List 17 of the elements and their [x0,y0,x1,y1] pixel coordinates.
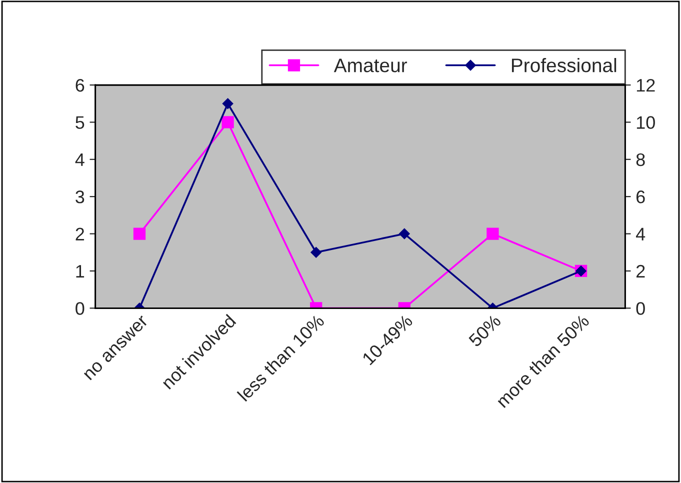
y-tick-label: 2 [76,228,84,240]
y-tick-label: 4 [75,154,84,166]
y-tick-label: 3 [76,190,84,204]
y2-tick-label: 2 [636,264,645,278]
legend-label: Professional [512,58,616,72]
y2-tick-label: 10 [636,116,655,129]
y-tick-label: 6 [76,78,84,92]
y2-tick-label: 6 [636,190,645,204]
y2-tick-label: 4 [636,228,646,240]
y-tick-label: 5 [76,116,84,129]
y2-tick-label: 12 [636,78,655,92]
y2-tick-label: 8 [636,153,645,166]
legend-label: Amateur [334,58,408,72]
y-tick-label: 0 [76,302,84,315]
y2-tick-label: 0 [636,302,645,315]
x-tick-label: 50% [468,314,502,348]
y-tick-label: 1 [76,265,84,278]
